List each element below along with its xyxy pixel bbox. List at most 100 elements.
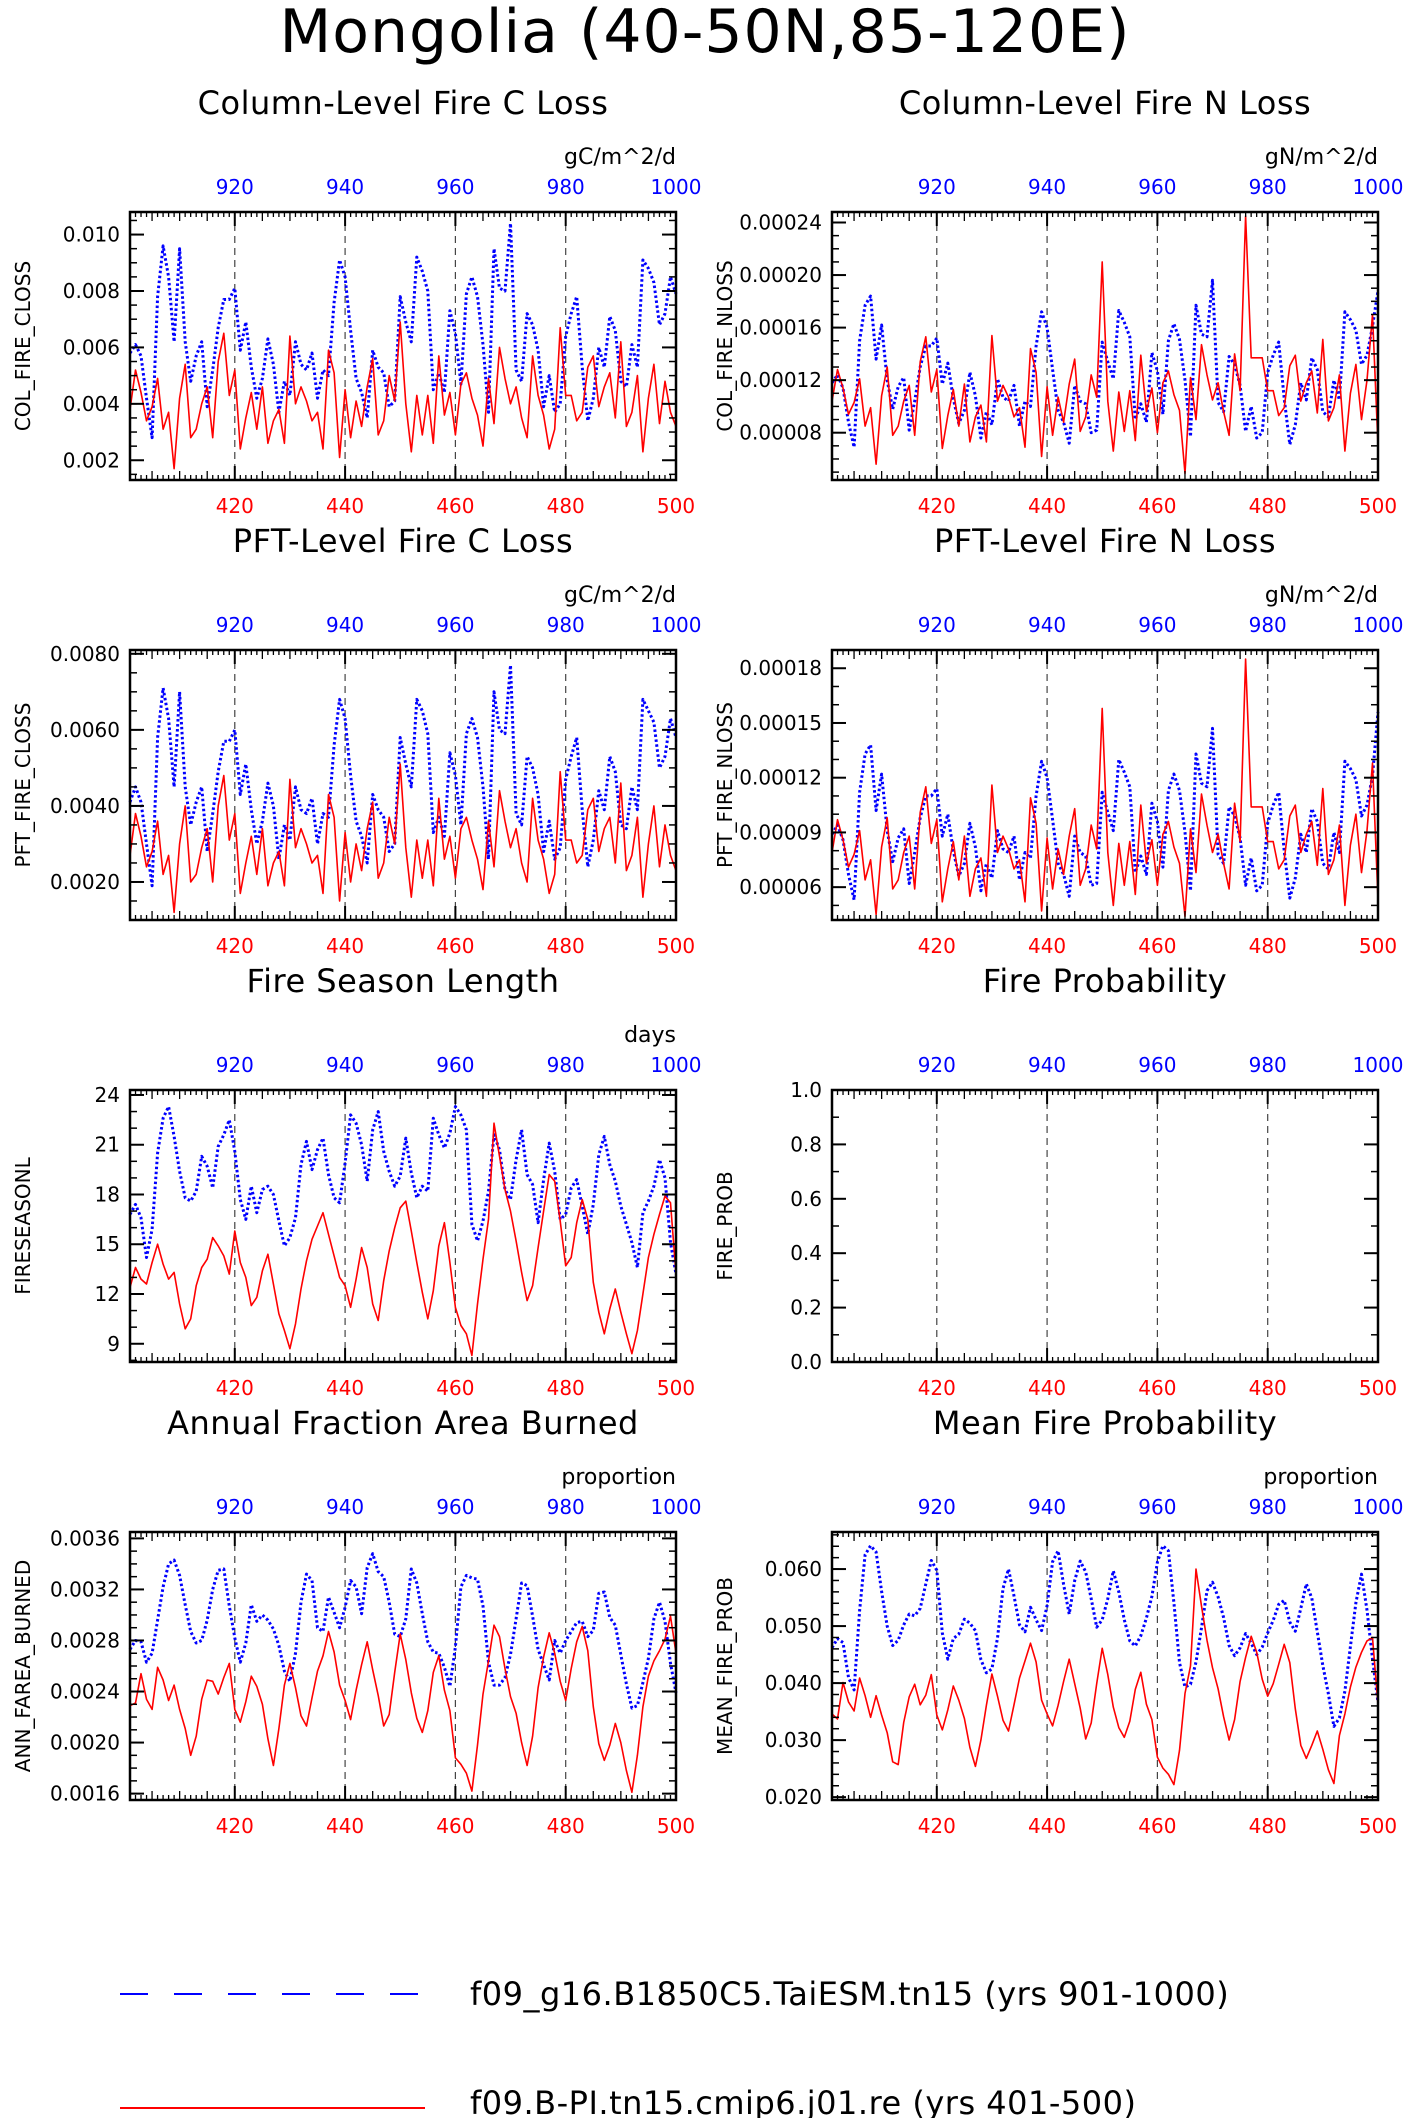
x-tick-label-top: 980	[1249, 613, 1287, 637]
x-tick-label-top: 960	[436, 613, 474, 637]
x-tick-label-bottom: 460	[1138, 1814, 1176, 1838]
y-tick-label: 0.8	[790, 1132, 822, 1156]
plot-frame	[830, 1530, 1380, 1802]
y-tick-label: 0.00020	[739, 263, 822, 287]
y-tick-label: 0.4	[790, 1241, 822, 1265]
x-tick-label-bottom: 480	[1249, 1814, 1287, 1838]
series-line-taiesm	[128, 221, 678, 440]
series-line-cmip6	[129, 1615, 677, 1794]
units-label: gN/m^2/d	[1265, 145, 1378, 170]
plot-frame	[830, 210, 1380, 482]
y-tick-label: 12	[95, 1282, 120, 1306]
series-line-taiesm	[830, 1544, 1380, 1728]
panel-title: PFT-Level Fire C Loss	[233, 522, 573, 560]
x-tick-label-bottom: 440	[1028, 1814, 1066, 1838]
x-tick-label-top: 940	[1028, 175, 1066, 199]
x-tick-label-bottom: 500	[657, 1376, 695, 1400]
series-line-cmip6	[129, 321, 677, 470]
x-tick-label-bottom: 500	[1359, 1814, 1397, 1838]
plot-frame	[128, 210, 678, 482]
x-tick-label-bottom: 440	[326, 1814, 364, 1838]
x-tick-label-top: 920	[918, 175, 956, 199]
y-tick-label: 0.0024	[50, 1680, 120, 1704]
y-tick-label: 24	[95, 1083, 120, 1107]
x-tick-label-top: 940	[1028, 613, 1066, 637]
x-tick-label-bottom: 460	[1138, 494, 1176, 518]
y-tick-label: 21	[95, 1133, 120, 1157]
x-tick-label-top: 960	[1138, 175, 1176, 199]
x-tick-label-bottom: 500	[1359, 1376, 1397, 1400]
y-tick-label: 0.020	[765, 1785, 822, 1809]
plot-frame	[128, 648, 678, 922]
x-tick-label-bottom: 420	[216, 1376, 254, 1400]
panel-title: Fire Probability	[983, 962, 1227, 1000]
series-line-taiesm	[830, 278, 1380, 449]
series-line-cmip6	[129, 1122, 677, 1357]
panel-title: Mean Fire Probability	[933, 1404, 1277, 1442]
x-tick-label-bottom: 500	[657, 494, 695, 518]
x-tick-label-bottom: 460	[436, 494, 474, 518]
x-tick-label-bottom: 480	[547, 1376, 585, 1400]
x-tick-label-bottom: 420	[918, 494, 956, 518]
x-tick-label-bottom: 480	[547, 494, 585, 518]
units-label: gN/m^2/d	[1265, 583, 1378, 608]
y-tick-label: 0.00012	[739, 766, 822, 790]
legend-label-series1: f09_g16.B1850C5.TaiESM.tn15 (yrs 901-100…	[470, 1975, 1229, 2013]
y-tick-label: 0.0020	[50, 870, 120, 894]
y-tick-label: 0.0016	[50, 1782, 120, 1806]
x-tick-label-bottom: 440	[326, 1376, 364, 1400]
x-tick-label-bottom: 440	[326, 494, 364, 518]
y-tick-label: 0.0040	[50, 794, 120, 818]
units-label: proportion	[561, 1465, 676, 1490]
series-line-taiesm	[128, 1105, 678, 1275]
y-tick-label: 0.060	[765, 1557, 822, 1581]
panel-title: Fire Season Length	[247, 962, 560, 1000]
x-tick-label-bottom: 460	[436, 934, 474, 958]
chart-panel-3: PFT-Level Fire C Loss gC/m^2/d 0.0020 0.004…	[11, 522, 701, 958]
x-tick-label-bottom: 420	[918, 934, 956, 958]
y-tick-label: 9	[107, 1332, 120, 1356]
x-tick-label-top: 940	[326, 175, 364, 199]
x-tick-label-top: 920	[216, 1053, 254, 1077]
x-tick-label-top: 980	[1249, 175, 1287, 199]
x-tick-label-top: 920	[216, 175, 254, 199]
y-tick-label: 0.00012	[739, 368, 822, 392]
x-tick-label-bottom: 500	[657, 1814, 695, 1838]
y-tick-label: 0.0060	[50, 718, 120, 742]
x-tick-label-top: 920	[216, 613, 254, 637]
y-axis-label: PFT_FIRE_CLOSS	[11, 703, 35, 868]
y-axis-label: FIRE_PROB	[713, 1171, 737, 1280]
y-tick-label: 0.0	[790, 1350, 822, 1374]
y-tick-label: 0.0032	[50, 1577, 120, 1601]
x-tick-label-bottom: 500	[1359, 934, 1397, 958]
x-tick-label-top: 920	[918, 1053, 956, 1077]
main-title: Mongolia (40-50N,85-120E)	[279, 0, 1130, 67]
x-tick-label-bottom: 500	[657, 934, 695, 958]
y-axis-label: ANN_FAREA_BURNED	[11, 1560, 35, 1772]
chart-panel-4: PFT-Level Fire N Loss gN/m^2/d 0.00006 0.00…	[713, 522, 1403, 958]
x-tick-label-top: 1000	[651, 613, 702, 637]
y-tick-label: 0.004	[63, 392, 120, 416]
x-tick-label-bottom: 440	[326, 934, 364, 958]
x-tick-label-bottom: 420	[216, 1814, 254, 1838]
x-tick-label-bottom: 480	[547, 1814, 585, 1838]
x-tick-label-top: 980	[547, 175, 585, 199]
plot-frame	[830, 1088, 1380, 1364]
x-tick-label-bottom: 420	[918, 1376, 956, 1400]
y-axis-label: COL_FIRE_CLOSS	[11, 261, 35, 431]
x-tick-label-top: 1000	[1353, 1053, 1404, 1077]
chart-panel-1: Column-Level Fire C Loss gC/m^2/d 0.002 0.0…	[11, 84, 701, 518]
x-tick-label-top: 960	[436, 1053, 474, 1077]
y-tick-label: 0.050	[765, 1614, 822, 1638]
y-tick-label: 0.0080	[50, 642, 120, 666]
y-tick-label: 0.00018	[739, 656, 822, 680]
x-tick-label-top: 980	[547, 1053, 585, 1077]
y-tick-label: 0.6	[790, 1187, 822, 1211]
chart-panel-2: Column-Level Fire N Loss gN/m^2/d 0.00008 0…	[713, 84, 1403, 518]
x-tick-label-bottom: 480	[1249, 1376, 1287, 1400]
x-tick-label-top: 920	[216, 1495, 254, 1519]
panel-title: Column-Level Fire C Loss	[198, 84, 609, 122]
y-axis-label: PFT_FIRE_NLOSS	[713, 702, 737, 868]
x-tick-label-top: 980	[547, 613, 585, 637]
